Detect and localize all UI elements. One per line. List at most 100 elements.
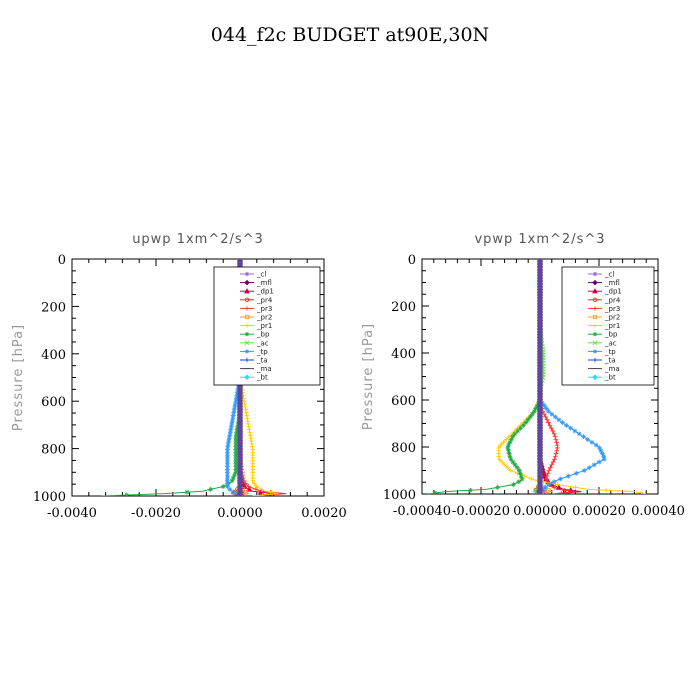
series-marker — [243, 490, 249, 495]
legend-entry-cl: _cl — [588, 271, 614, 279]
series-marker — [250, 478, 255, 484]
series-marker — [562, 487, 568, 493]
series-marker — [248, 438, 254, 444]
legend-box — [213, 266, 321, 386]
series-marker — [230, 415, 236, 421]
x-tick-label: -0.00020 — [452, 504, 510, 519]
legend-label: _pr1 — [256, 322, 272, 330]
series-marker — [234, 393, 240, 398]
panel-upwp: upwp 1xm^2/s^3 Pressure [hPa] 0 200 400 600 80… — [11, 232, 347, 521]
series-marker — [542, 485, 548, 490]
series-marker — [249, 441, 255, 447]
series-marker — [585, 437, 591, 442]
series-marker — [545, 420, 551, 425]
series-marker — [568, 425, 574, 431]
legend-entry-tp: _tp — [588, 348, 616, 356]
series-marker — [550, 459, 556, 465]
series-marker — [234, 430, 239, 435]
y-tick-label: 800 — [41, 443, 66, 458]
legend-swatch-marker — [592, 306, 598, 311]
series-marker — [516, 479, 522, 485]
series-marker — [553, 437, 559, 442]
y-tick-label: 400 — [391, 347, 416, 362]
series-marker — [245, 421, 251, 427]
series-marker — [225, 464, 230, 470]
series-marker — [598, 448, 604, 454]
legend-label: _ac — [604, 339, 617, 347]
series-marker — [551, 485, 557, 490]
y-tick-label: 1000 — [33, 490, 66, 505]
legend-swatch-marker — [592, 323, 598, 328]
series-marker — [124, 492, 129, 496]
series-marker — [233, 432, 239, 438]
y-axis-label: Pressure [hPa] — [11, 324, 26, 431]
legend-label: _cl — [604, 271, 614, 279]
series-marker — [220, 484, 226, 489]
series-marker — [251, 481, 257, 487]
figure-title: 044_f2c BUDGET at90E,30N — [211, 24, 489, 46]
series-marker — [225, 461, 230, 467]
series-marker — [507, 439, 513, 445]
series-marker — [549, 462, 555, 468]
series-marker — [247, 430, 253, 435]
series-marker — [548, 425, 554, 431]
series-marker — [531, 408, 537, 414]
series-marker — [510, 434, 516, 440]
legend: _cl_mfl_dp1_pr4_pr3_pr2_pr1_bp_ac_tp_ta_… — [213, 266, 321, 386]
series-marker — [560, 420, 565, 425]
legend-entry-pr3: _pr3 — [588, 305, 620, 313]
series-marker — [514, 465, 520, 471]
series-marker — [506, 442, 511, 448]
series-marker — [225, 444, 231, 450]
series-marker — [233, 398, 239, 404]
series-marker — [572, 428, 578, 434]
legend-entry-pr4: _pr4 — [588, 296, 621, 304]
legend-swatch-marker — [592, 314, 598, 320]
series-marker — [503, 437, 509, 442]
legend-label: _ta — [256, 357, 268, 365]
legend-swatch-marker — [244, 279, 250, 286]
series-marker — [233, 438, 239, 444]
series-marker — [233, 395, 239, 401]
series-marker — [233, 452, 239, 458]
series-marker — [525, 417, 531, 423]
series-marker — [527, 414, 533, 420]
series-marker — [565, 473, 571, 479]
legend-label: _mfl — [604, 279, 620, 287]
series-marker — [228, 427, 234, 433]
series-marker — [248, 435, 254, 441]
series-marker — [225, 441, 231, 447]
y-tick-label: 200 — [391, 300, 416, 315]
series-marker — [233, 435, 239, 441]
series-marker — [225, 472, 230, 478]
series-marker — [573, 485, 578, 490]
series-marker — [253, 486, 259, 492]
series-marker — [432, 490, 438, 494]
legend-entry-pr2: _pr2 — [588, 314, 620, 322]
legend-label: _pr4 — [604, 296, 621, 304]
series-marker — [555, 482, 561, 487]
series-marker — [502, 462, 508, 468]
legend-entry-bp: _bp — [588, 331, 618, 339]
legend-entry-ac: _ac — [240, 339, 269, 347]
series-marker — [546, 488, 551, 493]
series-marker — [225, 484, 230, 489]
legend-entry-bp: _bp — [240, 331, 270, 339]
series-marker — [558, 490, 564, 494]
series-marker — [225, 452, 230, 458]
series-marker — [228, 424, 234, 430]
legend-swatch-marker — [592, 297, 598, 302]
series-marker — [506, 451, 512, 456]
legend-label: _pr4 — [256, 296, 273, 304]
legend-entry-cl: _cl — [240, 271, 266, 279]
series-marker — [225, 458, 230, 464]
legend-swatch-marker — [244, 374, 250, 380]
legend-entry-ta: _ta — [588, 357, 616, 365]
series-marker — [546, 482, 552, 487]
legend-entry-pr4: _pr4 — [240, 296, 273, 304]
legend-swatch-marker — [244, 340, 250, 346]
legend-entry-pr2: _pr2 — [240, 314, 272, 322]
legend-entry-pr1: _pr1 — [588, 322, 620, 330]
legend-swatch-marker — [244, 297, 250, 302]
